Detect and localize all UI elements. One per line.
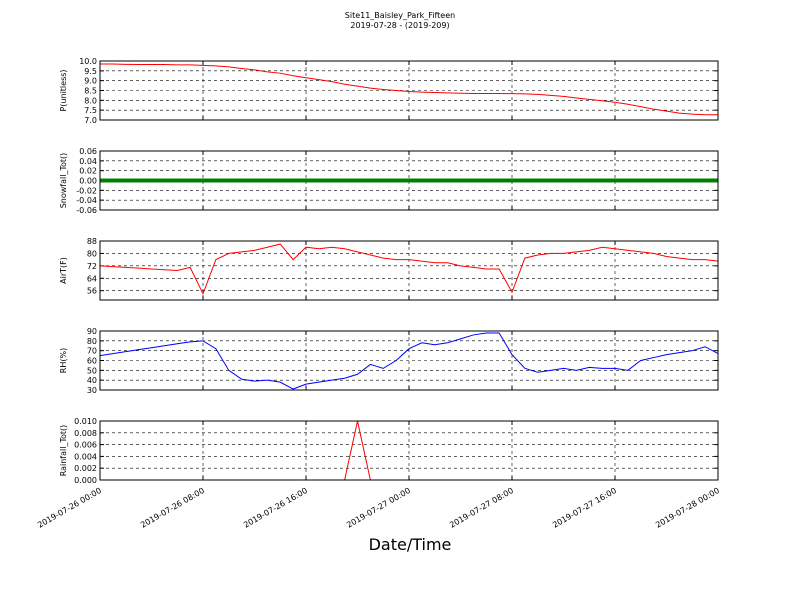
x-tick-label: 2019-07-26 08:00 <box>139 486 206 530</box>
x-tick-label: 2019-07-26 00:00 <box>36 486 103 530</box>
y-tick-label: 80 <box>87 249 97 258</box>
y-tick-label: 0.02 <box>79 167 97 176</box>
y-tick-label: -0.04 <box>76 196 97 205</box>
y-tick-label: 7.0 <box>84 116 97 125</box>
y-tick-label: -0.06 <box>76 206 97 215</box>
chart-subtitle: 2019-07-28 - (2019-209) <box>350 21 449 30</box>
y-tick-label: 0.04 <box>79 157 97 166</box>
y-tick-label: 90 <box>87 327 97 336</box>
x-tick-label: 2019-07-27 08:00 <box>448 486 515 530</box>
y-tick-label: 56 <box>87 287 97 296</box>
y-axis-label: RH(%) <box>59 348 68 373</box>
x-tick-label: 2019-07-26 16:00 <box>242 486 309 530</box>
y-tick-label: 10.0 <box>79 57 97 66</box>
x-tick-label: 2019-07-27 16:00 <box>551 486 618 530</box>
plot-frame <box>99 240 719 301</box>
y-tick-label: 8.0 <box>84 96 97 105</box>
y-tick-label: 30 <box>87 386 97 395</box>
y-tick-label: 0.006 <box>74 441 97 450</box>
y-axis-label: AirT(F) <box>59 257 68 284</box>
y-tick-label: 70 <box>87 347 97 356</box>
y-tick-label: 9.0 <box>84 77 97 86</box>
y-tick-label: 7.5 <box>84 106 97 115</box>
y-axis-label: P(unitless) <box>59 69 68 111</box>
y-tick-label: 0.00 <box>79 177 97 186</box>
y-tick-label: 0.010 <box>74 417 97 426</box>
x-axis-label: Date/Time <box>369 535 452 554</box>
y-tick-label: 0.000 <box>74 476 97 485</box>
y-tick-label: -0.02 <box>76 186 97 195</box>
plot-frame <box>99 60 719 121</box>
y-tick-label: 60 <box>87 357 97 366</box>
y-tick-label: 0.008 <box>74 429 97 438</box>
y-axis-label: Rainfall_Tot() <box>59 425 68 477</box>
y-tick-label: 88 <box>87 237 97 246</box>
x-tick-label: 2019-07-27 00:00 <box>345 486 412 530</box>
data-line <box>99 332 719 390</box>
y-tick-label: 0.06 <box>79 147 97 156</box>
data-line <box>100 63 718 116</box>
y-axis-label: Snowfall_Tot() <box>59 153 68 209</box>
y-tick-label: 9.5 <box>84 67 97 76</box>
y-tick-label: 0.004 <box>74 452 97 461</box>
plot-frame <box>99 330 719 391</box>
y-tick-label: 8.5 <box>84 87 97 96</box>
x-tick-label: 2019-07-28 00:00 <box>654 486 721 530</box>
y-tick-label: 0.002 <box>74 464 97 473</box>
y-tick-label: 64 <box>87 274 97 283</box>
plot-frame <box>99 420 719 481</box>
plot-frame <box>99 150 719 211</box>
data-line <box>99 243 719 296</box>
y-tick-label: 72 <box>87 262 97 271</box>
y-tick-label: 50 <box>87 366 97 375</box>
y-tick-label: 80 <box>87 337 97 346</box>
y-tick-label: 40 <box>87 376 97 385</box>
chart-title: Site11_Baisley_Park_Fifteen <box>345 11 455 20</box>
